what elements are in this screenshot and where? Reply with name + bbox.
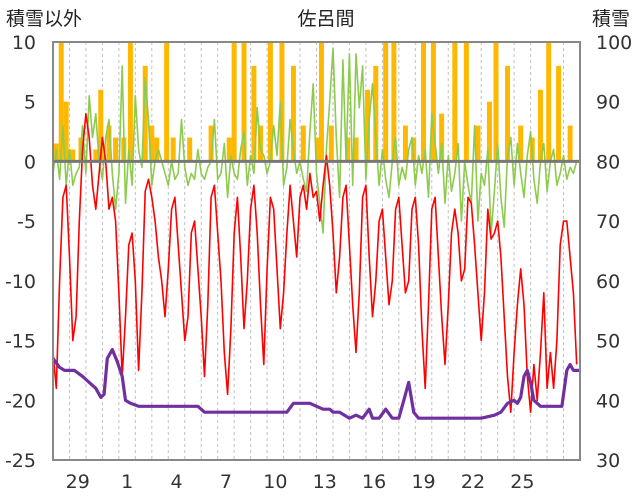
right-axis-ticks: 100 90 80 70 60 50 40 30 bbox=[596, 32, 632, 472]
plot-frame bbox=[52, 41, 581, 461]
precip-bar bbox=[328, 125, 334, 162]
precip-bar bbox=[391, 42, 397, 162]
x-tick-label: 1 bbox=[121, 471, 133, 493]
right-tick-label: 40 bbox=[596, 390, 620, 412]
x-tick-label: 29 bbox=[66, 471, 90, 493]
precip-bar bbox=[70, 149, 76, 162]
precip-bar bbox=[279, 42, 285, 162]
left-tick-label: -10 bbox=[5, 271, 36, 293]
series-lines bbox=[51, 47, 580, 420]
precip-bar bbox=[475, 125, 481, 162]
precip-bar bbox=[373, 65, 379, 162]
precip-bar bbox=[505, 65, 511, 162]
sunshine-line bbox=[52, 47, 578, 234]
temperature-line bbox=[52, 112, 578, 414]
x-axis-ticks: 29 1 4 7 10 13 16 19 22 25 bbox=[66, 471, 535, 493]
precip-bar bbox=[537, 89, 543, 162]
precip-bar bbox=[567, 125, 573, 162]
right-tick-label: 90 bbox=[596, 92, 620, 114]
chart-title: 佐呂間 bbox=[297, 8, 354, 30]
precip-bar bbox=[164, 42, 170, 162]
right-tick-label: 50 bbox=[596, 331, 620, 353]
precip-bar bbox=[421, 42, 427, 162]
precip-bar bbox=[430, 42, 436, 162]
precip-bar bbox=[127, 42, 133, 162]
precip-bar bbox=[518, 125, 524, 162]
left-tick-label: 5 bbox=[24, 92, 36, 114]
right-axis-title: 積雪 bbox=[592, 8, 630, 30]
x-tick-label: 22 bbox=[461, 471, 485, 493]
precip-bar bbox=[149, 125, 155, 162]
x-tick-label: 10 bbox=[263, 471, 287, 493]
precip-bar bbox=[63, 101, 69, 162]
precip-bar bbox=[365, 89, 371, 162]
precip-bar bbox=[486, 101, 492, 162]
precip-bar bbox=[318, 42, 324, 162]
precip-bar bbox=[267, 42, 273, 162]
left-tick-label: 0 bbox=[24, 151, 36, 173]
precip-bar bbox=[231, 42, 237, 162]
precip-bar bbox=[142, 65, 148, 162]
x-tick-label: 19 bbox=[411, 471, 435, 493]
x-tick-label: 7 bbox=[220, 471, 232, 493]
right-tick-label: 60 bbox=[596, 271, 620, 293]
left-tick-label: -25 bbox=[5, 450, 36, 472]
right-tick-label: 100 bbox=[596, 32, 632, 54]
precip-bar bbox=[493, 42, 499, 162]
precip-bar bbox=[106, 125, 112, 162]
x-tick-label: 4 bbox=[170, 471, 182, 493]
right-tick-label: 30 bbox=[596, 450, 620, 472]
x-tick-label: 16 bbox=[362, 471, 386, 493]
precip-bar bbox=[546, 42, 552, 162]
x-tick-label: 25 bbox=[510, 471, 534, 493]
precip-bar bbox=[300, 125, 306, 162]
precip-bar bbox=[383, 42, 389, 162]
precip-bar bbox=[170, 137, 176, 162]
precip-bar bbox=[463, 42, 469, 162]
precip-bar bbox=[241, 42, 247, 162]
precip-bar bbox=[556, 65, 562, 162]
precip-bar bbox=[58, 42, 64, 162]
precip-bar bbox=[439, 113, 445, 162]
precip-bar bbox=[411, 137, 417, 162]
right-tick-label: 80 bbox=[596, 151, 620, 173]
precip-bar bbox=[315, 137, 321, 162]
precip-bar bbox=[290, 65, 296, 162]
precip-bars bbox=[53, 42, 573, 162]
left-tick-label: -15 bbox=[5, 331, 36, 353]
precip-bar bbox=[452, 42, 458, 162]
precip-bar bbox=[98, 89, 104, 162]
precip-bar bbox=[353, 137, 359, 162]
x-tick-label: 13 bbox=[313, 471, 337, 493]
left-tick-label: 10 bbox=[12, 32, 36, 54]
precip-bar bbox=[93, 149, 99, 162]
snow-depth-line bbox=[51, 347, 580, 420]
precip-bar bbox=[113, 137, 119, 162]
precip-bar bbox=[251, 65, 257, 162]
precip-bar bbox=[154, 137, 160, 162]
precip-bar bbox=[187, 137, 193, 162]
left-axis-title: 積雪以外 bbox=[6, 8, 82, 30]
left-tick-label: -5 bbox=[17, 211, 36, 233]
left-tick-label: -20 bbox=[5, 390, 36, 412]
precip-bar bbox=[226, 137, 232, 162]
precip-bar bbox=[402, 125, 408, 162]
right-tick-label: 70 bbox=[596, 211, 620, 233]
left-axis-ticks: 10 5 0 -5 -10 -15 -20 -25 bbox=[5, 32, 36, 472]
precip-bar bbox=[345, 137, 351, 162]
precip-bar bbox=[208, 125, 214, 162]
